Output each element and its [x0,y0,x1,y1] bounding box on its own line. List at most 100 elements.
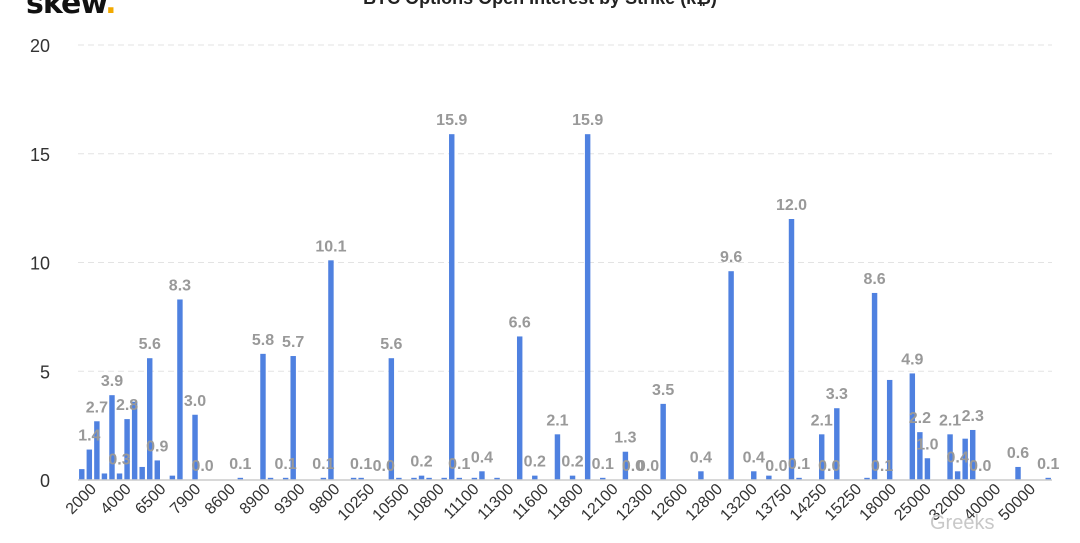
bar [358,477,364,480]
skew-logo: skew. [26,0,117,21]
x-tick-label: 4000 [98,481,135,518]
bar [516,336,523,480]
bar [267,477,274,480]
bar [237,477,244,480]
y-tick-label: 0 [40,471,50,491]
bar [116,473,123,480]
data-label: 0.3 [108,451,130,468]
data-label: 1.4 [78,428,100,445]
bar [260,353,266,480]
bar [124,419,130,480]
data-label: 0.0 [765,458,787,475]
bar [834,408,840,480]
bar [290,356,296,480]
bar [282,477,289,480]
data-label: 0.0 [373,458,395,475]
data-label: 0.1 [448,456,470,473]
data-label: 0.1 [229,456,251,473]
data-label: 12.0 [776,197,807,214]
data-label: 1.0 [916,436,938,453]
bar [320,477,327,480]
x-tick-label: 14250 [787,481,831,525]
data-label: 5.7 [282,334,304,351]
data-label: 8.6 [863,271,885,288]
data-label: 2.7 [86,399,108,416]
data-label: 0.1 [788,456,810,473]
bar [169,475,176,480]
x-tick-label: 12300 [613,481,657,525]
bar [456,477,463,480]
bar [917,432,923,480]
bar [766,475,772,480]
bar [426,477,432,480]
bar [494,477,500,480]
bar [818,434,825,480]
bar [660,403,666,480]
gridlines [78,44,1052,372]
bar [909,373,916,480]
bar [864,477,870,480]
data-label: 0.4 [946,449,968,466]
bar [441,477,447,480]
bar [479,471,485,480]
data-label: 5.8 [252,332,274,349]
bar [532,475,538,480]
bar [177,299,183,480]
x-tick-label: 18000 [857,481,901,525]
x-tick-label: 12800 [683,481,727,525]
bar [471,477,478,480]
data-label: 3.9 [101,373,123,390]
data-label: 3.5 [652,382,674,399]
data-label: 0.1 [592,456,614,473]
x-tick-label: 50000 [996,481,1040,525]
bar [396,477,402,480]
bar [584,134,591,481]
bar [962,438,968,480]
y-tick-label: 15 [30,145,50,165]
data-label: 8.3 [169,277,191,294]
data-label: 2.3 [962,408,984,425]
data-label: 0.0 [622,458,644,475]
data-label: 1.3 [614,430,636,447]
x-tick-label: 11100 [441,481,483,523]
bar [192,414,198,480]
bar [554,434,561,480]
bar [954,471,961,480]
bar [147,358,153,480]
bar [79,469,85,480]
data-label: 0.1 [350,456,372,473]
data-label: 0.4 [471,449,493,466]
data-label: 2.1 [546,412,568,429]
watermark: Greeks [930,512,995,534]
data-label: 0.2 [524,454,546,471]
data-label: 2.8 [116,397,138,414]
data-label: 15.9 [436,112,467,129]
data-label: 0.1 [871,458,893,475]
x-tick-label: 9300 [271,481,308,518]
x-axis: 2000400065007900860089009300980010250105… [63,479,1052,525]
x-tick-label: 13200 [717,481,761,525]
x-tick-label: 11300 [475,481,518,524]
bar [328,260,334,480]
bar [728,271,734,480]
bar [970,429,976,480]
bar [411,477,417,480]
data-label: 9.6 [720,249,742,266]
y-tick-label: 20 [30,36,50,56]
data-label: 3.3 [826,386,848,403]
data-label: 15.9 [572,112,603,129]
data-label: 0.6 [1007,445,1029,462]
bar [947,434,953,480]
bar [101,473,108,480]
x-tick-label: 12600 [648,481,692,525]
bar [1045,477,1051,480]
bar [139,466,145,480]
data-label: 5.6 [139,336,161,353]
bar [94,421,100,480]
x-tick-label: 11800 [544,481,587,524]
y-tick-label: 10 [30,254,50,274]
bar [109,395,115,480]
x-tick-label: 8600 [202,481,239,518]
x-tick-label: 8900 [237,481,274,518]
